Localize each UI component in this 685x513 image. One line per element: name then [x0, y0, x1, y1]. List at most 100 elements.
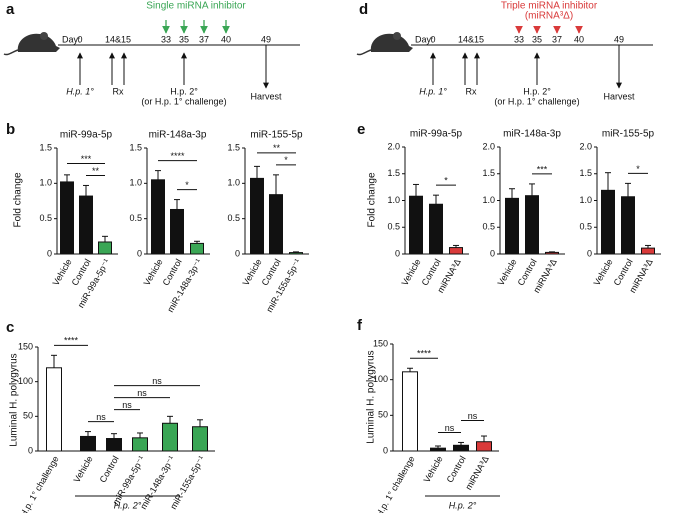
- x-tick-label: Vehicle: [72, 454, 95, 484]
- day: 40: [221, 34, 231, 44]
- y-tick-label: 1.0: [227, 178, 240, 188]
- bar: [46, 367, 62, 452]
- hp1-label: H.p. 1°: [419, 86, 447, 96]
- y-axis-label: Luminal H. polygyrus: [9, 353, 20, 446]
- y-tick-label: 0.5: [129, 213, 142, 223]
- bar: [429, 203, 443, 255]
- day-label: Day:: [415, 34, 434, 44]
- y-axis-label: Fold change: [367, 172, 378, 227]
- y-tick-label: 1.0: [39, 178, 52, 188]
- bar: [545, 251, 559, 255]
- y-tick-label: 100: [373, 374, 388, 384]
- y-tick-label: 2.0: [387, 141, 400, 151]
- significance-label: ****: [417, 349, 432, 359]
- y-tick-label: 150: [373, 338, 388, 348]
- day: 37: [199, 34, 209, 44]
- y-tick-label: 1.0: [579, 195, 592, 205]
- day: 49: [261, 34, 271, 44]
- y-tick-label: 0: [28, 445, 33, 455]
- bar: [98, 241, 112, 255]
- significance-label: ns: [96, 412, 106, 422]
- group-label: H.p. 2°: [114, 500, 142, 510]
- bar: [162, 422, 178, 452]
- chart-title: miR-99a-5p: [410, 129, 463, 140]
- y-tick-label: 1.0: [387, 195, 400, 205]
- y-tick-label: 1.5: [129, 142, 142, 152]
- mouse-icon: [3, 32, 60, 56]
- hp1-label: H.p. 1°: [66, 86, 94, 96]
- significance-label: ****: [64, 336, 79, 346]
- bar: [525, 195, 539, 255]
- bar: [289, 252, 303, 255]
- day: 33: [514, 34, 524, 44]
- bar: [409, 195, 423, 255]
- significance-label: ns: [445, 423, 455, 433]
- y-tick-label: 1.5: [387, 168, 400, 178]
- y-tick-label: 1.0: [482, 195, 495, 205]
- inhibitor-label: (miRNA³Δ): [525, 11, 573, 22]
- panel-label: d: [359, 1, 368, 18]
- y-axis-label: Fold change: [13, 172, 24, 227]
- bar: [641, 247, 655, 255]
- significance-label: **: [92, 166, 100, 176]
- chart-title: miR-155-5p: [250, 130, 303, 141]
- y-tick-label: 0: [47, 248, 52, 258]
- x-tick-label: H.p. 1° challenge: [18, 454, 61, 513]
- chart-title: miR-148a-3p: [503, 129, 561, 140]
- y-tick-label: 0: [235, 248, 240, 258]
- panel-label: b: [6, 121, 15, 138]
- bar: [453, 444, 469, 452]
- y-tick-label: 100: [18, 376, 33, 386]
- day: 49: [614, 34, 624, 44]
- x-tick-label: H.p. 1° challenge: [374, 454, 417, 513]
- bar: [190, 242, 204, 255]
- y-tick-label: 1.5: [227, 142, 240, 152]
- significance-label: ns: [152, 376, 162, 386]
- hp2-label: H.p. 2°: [170, 86, 198, 96]
- day: 37: [552, 34, 562, 44]
- inhibitor-label: Single miRNA inhibitor: [146, 1, 246, 12]
- y-tick-label: 0.5: [39, 213, 52, 223]
- y-tick-label: 2.0: [482, 141, 495, 151]
- day: 35: [179, 34, 189, 44]
- harvest-label: Harvest: [603, 91, 635, 101]
- bar: [170, 208, 184, 255]
- bar: [80, 435, 96, 452]
- panel-label: f: [357, 317, 363, 334]
- y-tick-label: 0: [490, 248, 495, 258]
- day: 35: [532, 34, 542, 44]
- bar: [449, 247, 463, 255]
- y-tick-label: 0: [137, 248, 142, 258]
- y-tick-label: 50: [378, 410, 388, 420]
- chart-title: miR-155-5p: [602, 129, 655, 140]
- y-tick-label: 150: [18, 341, 33, 351]
- harvest-label: Harvest: [250, 91, 282, 101]
- bar: [505, 197, 519, 255]
- bar: [601, 189, 615, 255]
- bar: [79, 195, 93, 255]
- x-tick-label: Control: [445, 454, 468, 484]
- mouse-icon: [356, 32, 413, 56]
- day-label: Day:: [62, 34, 81, 44]
- y-tick-label: 0: [587, 248, 592, 258]
- hp2-label: (or H.p. 1° challenge): [494, 96, 579, 106]
- rx-label: Rx: [466, 86, 477, 96]
- bar: [132, 437, 148, 452]
- significance-label: ns: [137, 388, 147, 398]
- day: 40: [574, 34, 584, 44]
- significance-label: ****: [170, 151, 185, 161]
- significance-label: *: [185, 180, 189, 190]
- bar: [430, 447, 446, 452]
- day: 0: [430, 34, 435, 44]
- y-tick-label: 0.5: [579, 222, 592, 232]
- y-tick-label: 2.0: [579, 141, 592, 151]
- bar: [106, 438, 122, 452]
- significance-label: ns: [122, 400, 132, 410]
- y-tick-label: 1.5: [579, 168, 592, 178]
- bar: [621, 196, 635, 255]
- y-tick-label: 0: [383, 445, 388, 455]
- y-tick-label: 1.0: [129, 178, 142, 188]
- significance-label: *: [444, 176, 448, 186]
